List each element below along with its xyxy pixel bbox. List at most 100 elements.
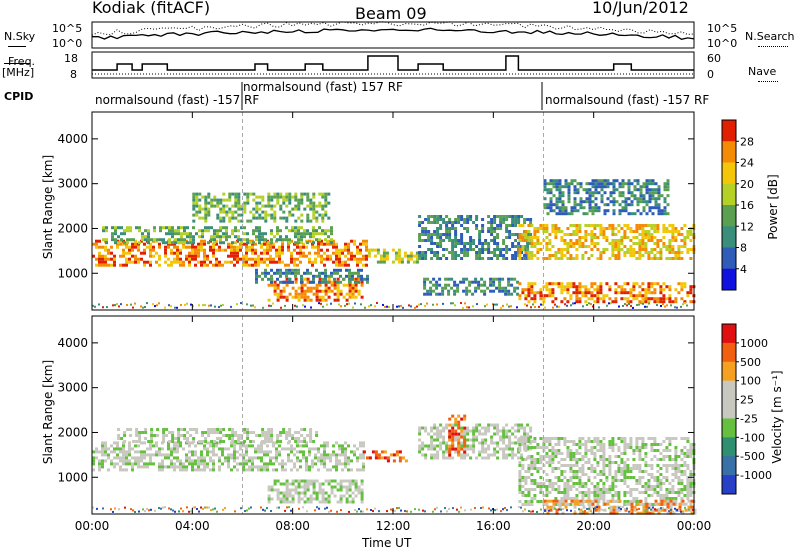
colorbar-swatch [722, 380, 736, 401]
power-ylabel: Slant Range [km] [41, 154, 55, 260]
colorbar-tick-label: 100 [740, 375, 761, 388]
x-tick-label: 00:00 [75, 519, 110, 533]
velocity-colorbar-label: Velocity [m s⁻¹] [770, 370, 784, 464]
noise-left-top: 10^5 [52, 22, 83, 35]
colorbar-swatch [722, 120, 736, 142]
data-band [423, 277, 520, 296]
x-tick-label: 04:00 [175, 519, 210, 533]
x-tick-label: 00:00 [677, 519, 712, 533]
x-tick-label: 12:00 [376, 519, 411, 533]
y-tick-label: 2000 [57, 221, 88, 235]
data-band [367, 248, 419, 264]
x-axis-label: Time UT [362, 536, 412, 550]
noise-strip [92, 506, 694, 513]
data-band [267, 479, 364, 504]
colorbar-tick-label: -1000 [740, 469, 772, 482]
y-tick-label: 3000 [57, 177, 88, 191]
noise-right-bottom: 10^0 [707, 37, 738, 50]
y-tick-label: 4000 [57, 132, 88, 146]
cpid-segment-1: normalsound (fast) -157 RF [95, 93, 260, 107]
x-tick-label: 20:00 [576, 519, 611, 533]
colorbar-swatch [722, 141, 736, 163]
noise-sky-line [91, 27, 695, 40]
date-title: 10/Jun/2012 [592, 0, 689, 17]
frequency-line [92, 55, 694, 71]
y-tick-label: 1000 [57, 470, 88, 484]
data-band [255, 268, 369, 284]
cpid-segment-3: normalsound (fast) -157 RF [545, 93, 710, 107]
colorbar-tick-label: 25 [740, 394, 754, 407]
data-band [418, 215, 533, 260]
freq-line [4, 63, 30, 64]
colorbar-tick-label: 500 [740, 356, 761, 369]
data-band [192, 192, 331, 223]
noise-left-bottom: 10^0 [52, 37, 83, 50]
noise-right-top: 10^5 [707, 22, 738, 35]
cpid-segment-2: normalsound (fast) 157 RF [243, 80, 403, 94]
station-title: Kodiak (fitACF) [92, 0, 211, 17]
y-tick-label: 2000 [57, 425, 88, 439]
colorbar-tick-label: 24 [740, 157, 754, 170]
velocity-ylabel: Slant Range [km] [41, 359, 55, 465]
beam-title: Beam 09 [355, 4, 427, 23]
x-tick-label: 08:00 [275, 519, 310, 533]
colorbar-tick-label: 1000 [740, 337, 768, 350]
data-band [418, 423, 533, 460]
data-band [117, 428, 319, 443]
nave-dots [758, 81, 778, 82]
colorbar-tick-label: -100 [740, 431, 765, 444]
data-band [448, 414, 467, 457]
colorbar-tick-label: -25 [740, 412, 758, 425]
cpid-label: CPID [4, 90, 34, 103]
colorbar-swatch [722, 268, 736, 291]
velocity-panel [92, 316, 697, 515]
freq-left-top: 18 [64, 52, 78, 65]
data-band [92, 239, 368, 267]
nsky-label: N.Sky [4, 30, 36, 43]
colorbar-swatch [722, 247, 736, 270]
nave-right-bottom: 0 [707, 68, 714, 81]
nsky-line [8, 46, 26, 47]
data-band [518, 224, 696, 260]
y-tick-label: 3000 [57, 381, 88, 395]
freq-label: Freq. [8, 55, 36, 68]
data-band [543, 179, 670, 216]
power-colorbar-label: Power [dB] [766, 174, 780, 240]
nsearch-dots [758, 46, 788, 47]
colorbar-swatch [722, 183, 736, 206]
nave-label: Nave [748, 65, 777, 78]
colorbar-swatch [722, 418, 736, 438]
colorbar-swatch [722, 226, 736, 248]
colorbar-tick-label: 28 [740, 135, 754, 148]
data-band [518, 437, 696, 506]
power-panel [92, 112, 696, 310]
freq-panel-frame [91, 51, 695, 79]
nave-right-top: 60 [707, 52, 721, 65]
noise-search-line [91, 20, 695, 36]
colorbar-frame [721, 323, 737, 495]
x-tick-label: 16:00 [476, 519, 511, 533]
y-tick-label: 1000 [57, 266, 88, 280]
noise-strip [92, 302, 688, 309]
colorbar-swatch [722, 324, 736, 344]
colorbar-swatch [722, 399, 736, 419]
colorbar-swatch [722, 475, 736, 495]
colorbar-tick-label: 20 [740, 178, 754, 191]
colorbar-tick-label: -500 [740, 450, 765, 463]
colorbar-swatch [722, 342, 736, 363]
colorbar-swatch [722, 437, 736, 457]
data-band [92, 441, 365, 472]
data-band [518, 282, 696, 304]
colorbar-tick-label: 8 [740, 242, 747, 255]
colorbar-swatch [722, 162, 736, 185]
freq-left-bottom: 8 [70, 68, 77, 81]
colorbar-tick-label: 16 [740, 199, 754, 212]
freq-unit-label: [MHz] [2, 66, 35, 79]
nsearch-label: N.Search [745, 30, 795, 43]
colorbar-tick-label: 12 [740, 220, 754, 233]
y-tick-label: 4000 [57, 336, 88, 350]
colorbar-tick-label: 4 [740, 263, 747, 276]
colorbar-swatch [722, 361, 736, 382]
colorbar-swatch [722, 456, 736, 476]
